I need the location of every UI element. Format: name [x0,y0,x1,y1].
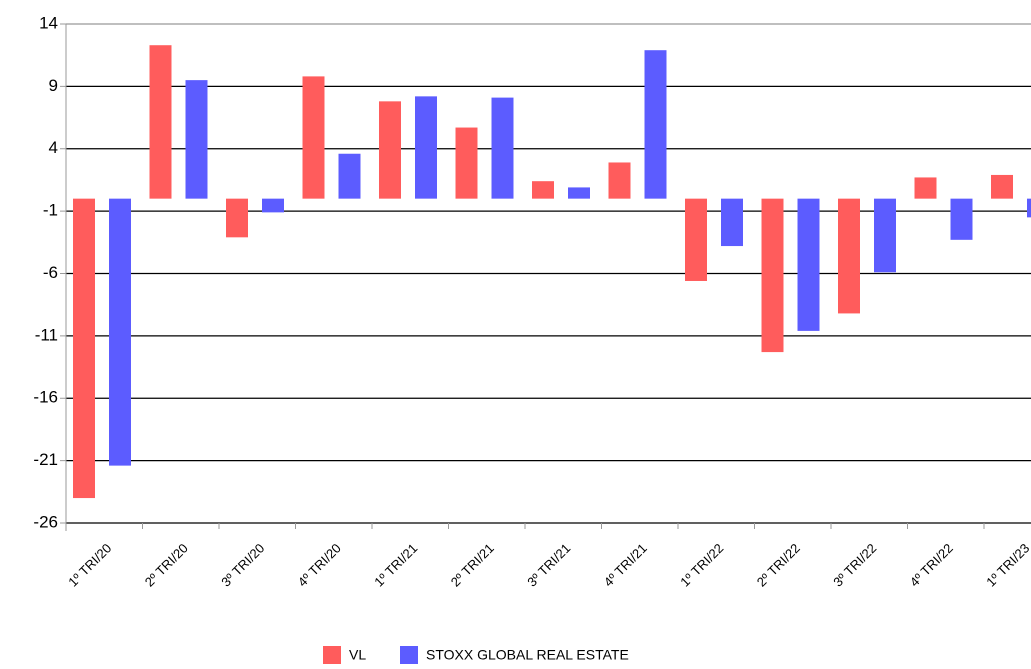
y-tick-label: 9 [49,76,58,95]
bar [950,198,973,240]
bar [149,45,172,199]
x-tick-label: 4º TRI/20 [295,541,344,590]
x-tick-label: 1º TRI/22 [677,541,726,590]
y-tick-label: -6 [43,263,58,282]
x-tick-label: 4º TRI/21 [601,541,650,590]
x-tick-label: 4º TRI/22 [907,541,956,590]
x-tick-label: 1º TRI/21 [371,541,420,590]
bar [379,101,401,199]
bar [262,198,284,213]
bar [455,127,478,199]
x-tick-label: 2º TRI/21 [448,541,497,590]
bar [721,198,743,247]
bar [568,187,590,199]
x-tick-label: 3º TRI/21 [524,541,573,590]
y-tick-label: 4 [49,138,58,157]
bar [838,198,860,314]
bar [991,174,1013,199]
bar [109,198,131,466]
y-tick-label: -1 [43,201,58,220]
x-tick-label: 1º TRI/20 [65,541,114,590]
bar [73,198,95,499]
bar [491,97,514,199]
legend-label: VL [349,647,366,663]
y-tick-label: -11 [35,325,58,344]
bar [608,162,631,199]
bar [532,181,554,199]
y-tick-label: -16 [33,388,58,407]
y-tick-label: -26 [33,512,58,531]
x-tick-label: 3º TRI/20 [218,541,267,590]
bar [338,153,361,199]
bar [685,198,707,281]
bar [226,198,248,238]
bar [874,198,896,273]
y-tick-label: -21 [33,450,58,469]
legend-swatch [400,646,418,664]
bar [415,96,437,199]
x-tick-label: 1º TRI/23 [983,541,1031,590]
bar [185,80,208,199]
bar [761,198,784,353]
x-tick-label: 3º TRI/22 [830,541,879,590]
bar [302,76,325,199]
legend-label: STOXX GLOBAL REAL ESTATE [426,647,629,663]
bar [1027,198,1031,218]
bar [644,50,667,199]
bar [797,198,820,331]
x-tick-label: 2º TRI/20 [142,541,191,590]
x-tick-label: 2º TRI/22 [754,541,803,590]
y-tick-label: 14 [39,13,58,32]
legend-swatch [323,646,341,664]
bar [914,177,937,199]
